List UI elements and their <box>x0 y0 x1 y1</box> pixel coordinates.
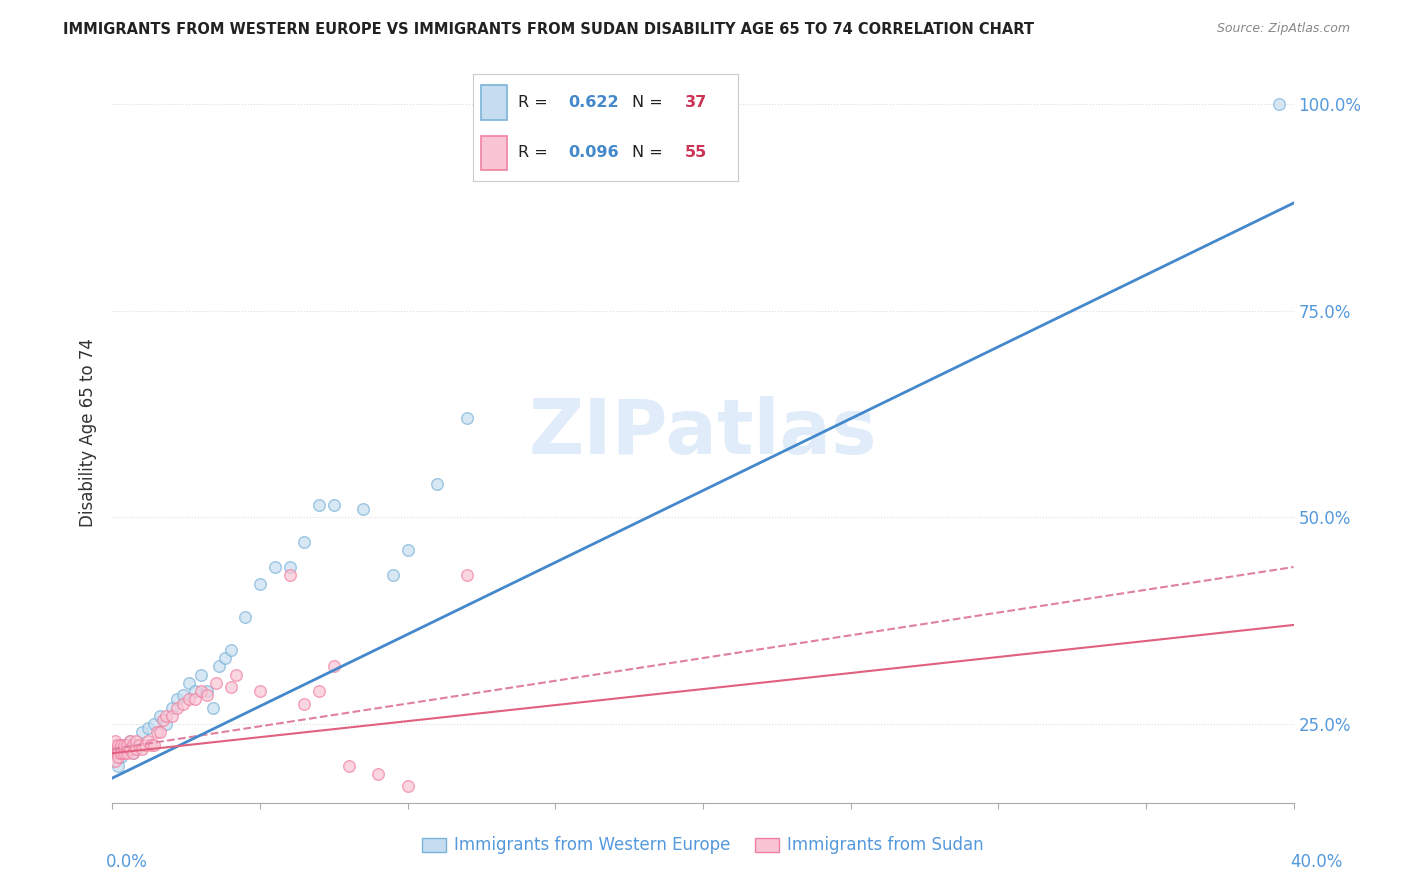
Point <box>396 779 419 793</box>
Point <box>184 684 207 698</box>
Point <box>323 659 346 673</box>
Point <box>172 697 194 711</box>
Point <box>337 758 360 772</box>
Point <box>104 742 127 756</box>
Point <box>195 688 218 702</box>
Point <box>179 692 201 706</box>
Point <box>292 697 315 711</box>
Point <box>112 746 135 760</box>
Point <box>190 684 212 698</box>
Point <box>219 642 242 657</box>
Point <box>308 498 330 512</box>
Point <box>367 767 389 781</box>
Point <box>117 746 138 760</box>
Point <box>233 609 256 624</box>
Point <box>110 746 132 760</box>
Point <box>125 742 148 756</box>
Point <box>125 733 148 747</box>
Point <box>122 746 145 760</box>
Point <box>128 738 150 752</box>
Point <box>308 684 330 698</box>
Point <box>136 722 159 736</box>
Point <box>149 709 172 723</box>
Text: ZIPatlas: ZIPatlas <box>529 396 877 469</box>
Legend: Immigrants from Western Europe, Immigrants from Sudan: Immigrants from Western Europe, Immigran… <box>416 830 990 861</box>
Text: 40.0%: 40.0% <box>1291 853 1343 871</box>
Point <box>107 742 129 756</box>
Text: IMMIGRANTS FROM WESTERN EUROPE VS IMMIGRANTS FROM SUDAN DISABILITY AGE 65 TO 74 : IMMIGRANTS FROM WESTERN EUROPE VS IMMIGR… <box>63 22 1035 37</box>
Point <box>323 498 346 512</box>
Point <box>214 651 236 665</box>
Point <box>104 746 127 760</box>
Point <box>104 746 127 760</box>
Point <box>278 560 301 574</box>
Point <box>155 717 177 731</box>
Point <box>155 709 177 723</box>
Point <box>152 713 174 727</box>
Point <box>107 750 129 764</box>
Point <box>426 477 449 491</box>
Point <box>107 746 129 760</box>
Point <box>110 750 132 764</box>
Point <box>122 746 145 760</box>
Point <box>456 411 478 425</box>
Point <box>456 568 478 582</box>
Point <box>139 738 162 752</box>
Point <box>136 733 159 747</box>
Point <box>195 684 218 698</box>
Point <box>120 733 142 747</box>
Point <box>149 725 172 739</box>
Point <box>112 742 135 756</box>
Point <box>120 733 142 747</box>
Point <box>131 742 153 756</box>
Point <box>122 738 145 752</box>
Point <box>172 688 194 702</box>
Point <box>205 676 228 690</box>
Text: Source: ZipAtlas.com: Source: ZipAtlas.com <box>1216 22 1350 36</box>
Point <box>112 738 135 752</box>
Point <box>292 535 315 549</box>
Point <box>249 576 271 591</box>
Point <box>117 738 138 752</box>
Point <box>104 733 127 747</box>
Point <box>110 738 132 752</box>
Point <box>208 659 231 673</box>
Point <box>278 568 301 582</box>
Point <box>249 684 271 698</box>
Point <box>110 742 132 756</box>
Point <box>117 738 138 752</box>
Point <box>142 717 165 731</box>
Point <box>264 560 287 574</box>
Point <box>166 692 188 706</box>
Point <box>104 738 127 752</box>
Point <box>112 742 135 756</box>
Point <box>382 568 405 582</box>
Point <box>134 738 156 752</box>
Point <box>104 755 127 769</box>
Y-axis label: Disability Age 65 to 74: Disability Age 65 to 74 <box>79 338 97 527</box>
Point <box>107 746 129 760</box>
Point <box>117 742 138 756</box>
Point <box>166 700 188 714</box>
Point <box>396 543 419 558</box>
Point <box>179 676 201 690</box>
Point <box>142 738 165 752</box>
Point <box>107 758 129 772</box>
Point <box>219 680 242 694</box>
Point <box>120 742 142 756</box>
Point <box>146 725 169 739</box>
Point <box>160 709 183 723</box>
Point <box>190 667 212 681</box>
Point <box>201 700 224 714</box>
Point <box>160 700 183 714</box>
Point <box>110 746 132 760</box>
Point <box>107 738 129 752</box>
Point <box>225 667 247 681</box>
Point <box>125 742 148 756</box>
Point <box>1268 96 1291 111</box>
Point <box>131 725 153 739</box>
Text: 0.0%: 0.0% <box>105 853 148 871</box>
Point <box>352 502 374 516</box>
Point <box>184 692 207 706</box>
